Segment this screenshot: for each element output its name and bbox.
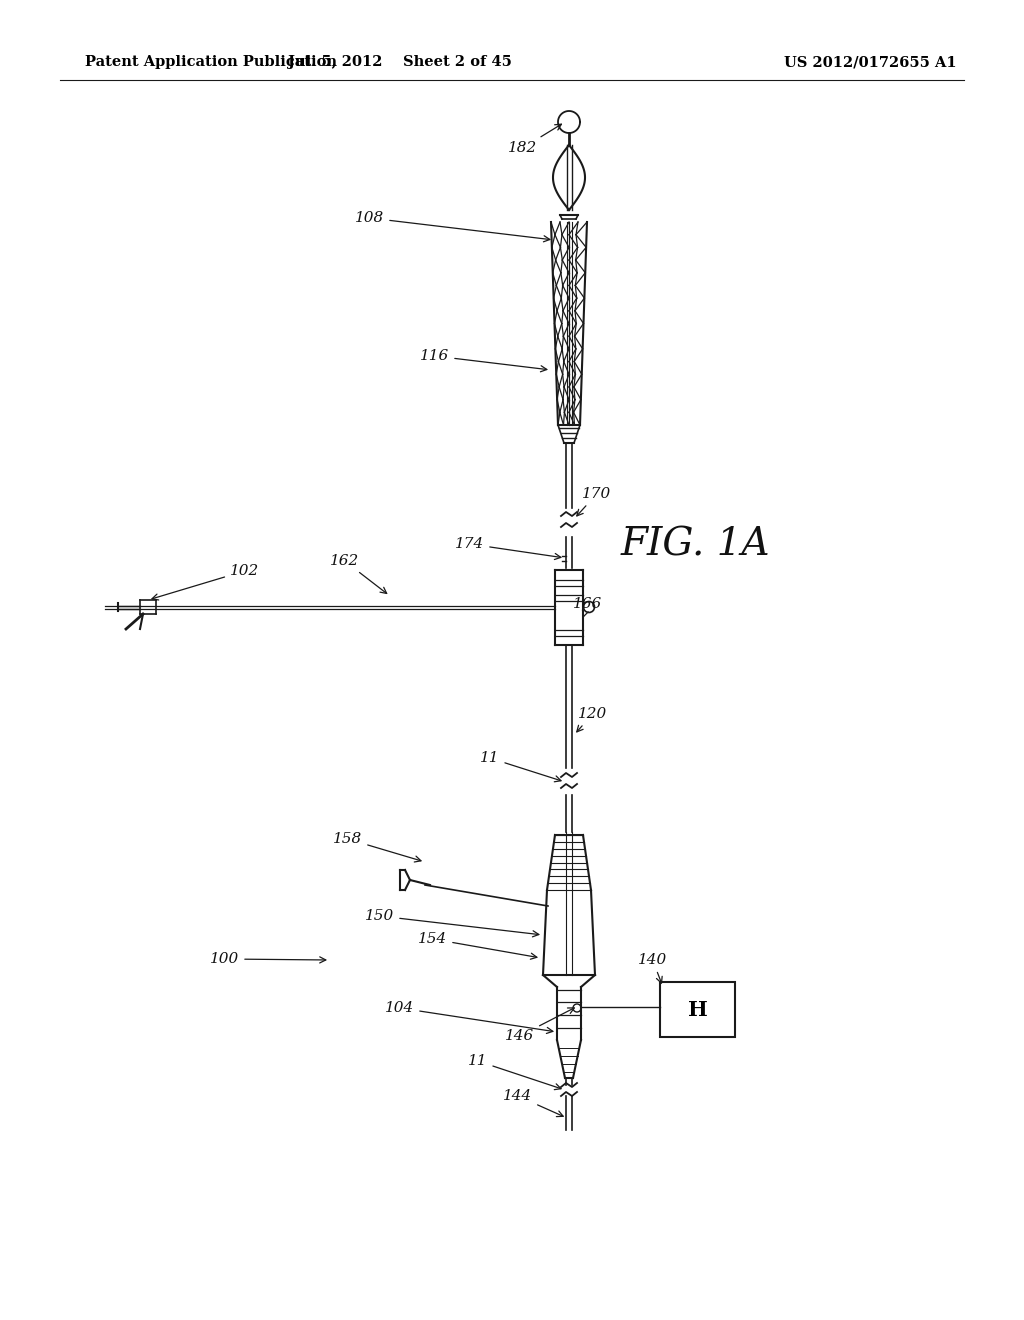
Text: FIG. 1A: FIG. 1A (621, 527, 770, 564)
Text: 100: 100 (210, 952, 326, 966)
Text: 150: 150 (365, 909, 539, 937)
Text: 116: 116 (420, 348, 547, 372)
Text: 104: 104 (385, 1001, 553, 1034)
Text: 102: 102 (152, 564, 259, 601)
Text: US 2012/0172655 A1: US 2012/0172655 A1 (783, 55, 956, 69)
Text: 166: 166 (573, 597, 602, 616)
Text: Patent Application Publication: Patent Application Publication (85, 55, 337, 69)
Text: 146: 146 (505, 1008, 574, 1043)
Text: 174: 174 (455, 537, 561, 560)
Text: 154: 154 (418, 932, 537, 960)
Text: 108: 108 (355, 211, 550, 242)
Text: 158: 158 (333, 832, 421, 862)
Text: 182: 182 (508, 124, 561, 154)
Text: 162: 162 (330, 554, 387, 594)
Bar (660, 982, 735, 1038)
Text: H: H (687, 999, 708, 1019)
Text: 120: 120 (577, 708, 607, 731)
Text: 144: 144 (503, 1089, 563, 1117)
Text: 11: 11 (468, 1053, 561, 1089)
Text: 11: 11 (480, 751, 561, 781)
Text: 170: 170 (577, 487, 611, 516)
Text: Jul. 5, 2012    Sheet 2 of 45: Jul. 5, 2012 Sheet 2 of 45 (288, 55, 512, 69)
Text: 140: 140 (638, 953, 668, 983)
